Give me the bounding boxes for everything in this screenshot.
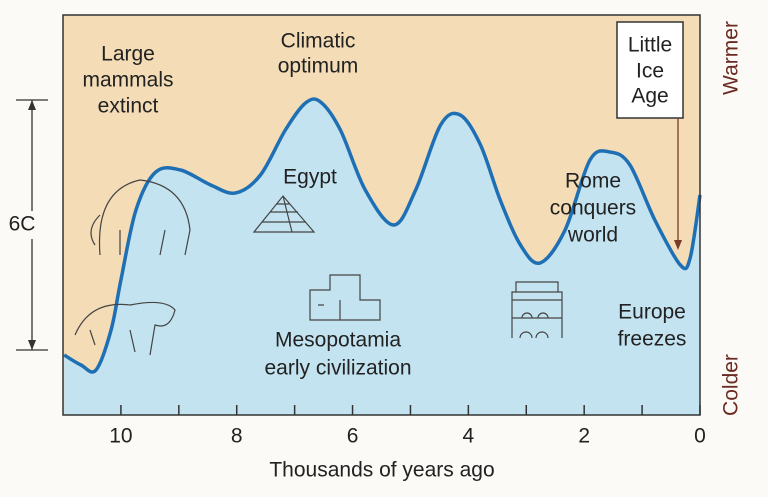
annotation: extinct — [98, 95, 159, 118]
x-tick-label: 8 — [231, 425, 243, 448]
x-tick-label: 0 — [694, 425, 706, 448]
y-bottom-label: Colder — [720, 354, 743, 416]
annotation: Mesopotamia — [275, 329, 401, 352]
annotation: Large — [101, 43, 155, 66]
annotation: Europe — [618, 301, 686, 324]
labels: Large mammals extinct Climatic optimum L… — [82, 21, 742, 481]
annotation: mammals — [82, 69, 173, 92]
annotation: world — [567, 224, 618, 247]
x-tick-label: 4 — [463, 425, 475, 448]
x-tick-label: 2 — [578, 425, 590, 448]
annotation: freezes — [618, 328, 687, 351]
y-top-label: Warmer — [720, 21, 743, 95]
area — [64, 99, 700, 415]
icons — [74, 179, 563, 356]
annotation: Climatic — [281, 30, 356, 53]
x-axis-label: Thousands of years ago — [269, 459, 494, 482]
line — [63, 97, 702, 374]
bracket-label: 6C — [9, 213, 36, 236]
annotation: Age — [631, 85, 668, 108]
annotation: Little — [628, 34, 672, 57]
x-tick-label: 10 — [109, 425, 132, 448]
annotation: conquers — [550, 197, 636, 220]
bracket-label-bg — [6, 211, 40, 239]
annotation: Egypt — [283, 166, 337, 189]
annotation-box — [616, 21, 684, 119]
annotation: optimum — [278, 55, 359, 78]
arrow-head — [674, 240, 682, 250]
annotation: Ice — [636, 60, 664, 83]
annotation: early civilization — [264, 357, 411, 380]
x-tick-label: 6 — [347, 425, 359, 448]
plot — [63, 97, 702, 415]
annotation: Rome — [565, 170, 621, 193]
